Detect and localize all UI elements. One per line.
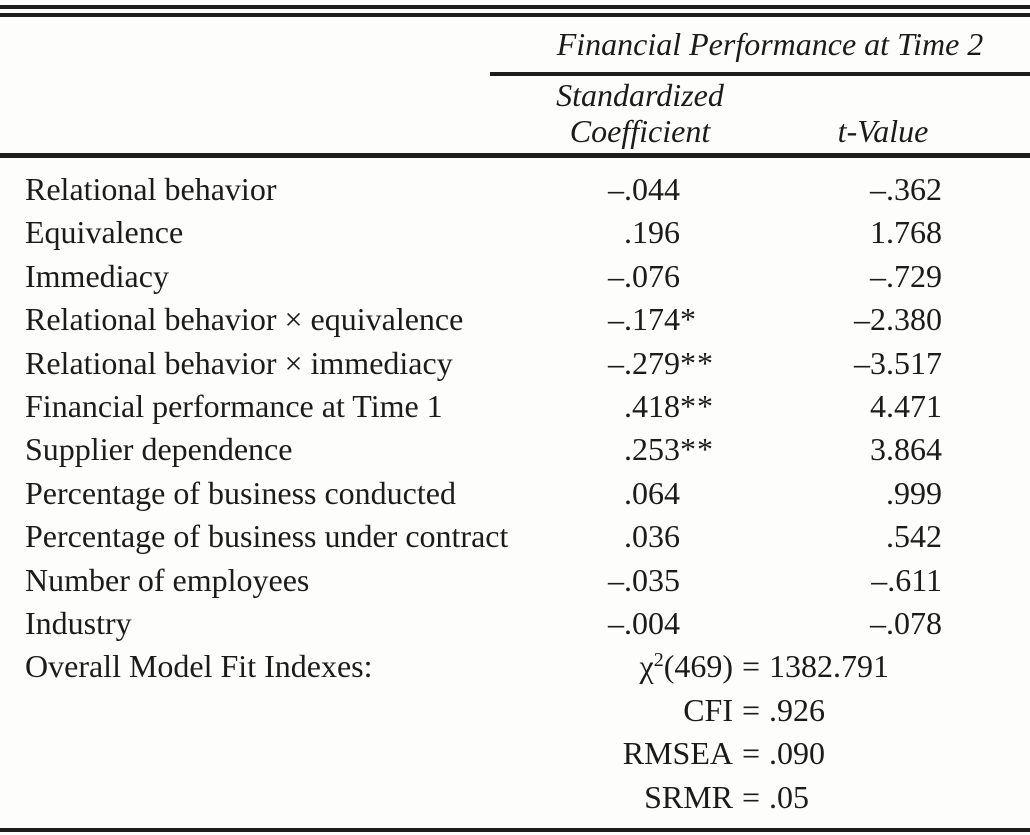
chi-square-lhs: χ2(469) bbox=[0, 645, 733, 689]
row-label: Percentage of business under contract bbox=[25, 518, 509, 555]
top-rule-inner bbox=[0, 13, 1030, 17]
rmsea-equation: RMSEA = .090 bbox=[0, 732, 1030, 776]
coefficient-value: –.279 bbox=[608, 344, 680, 381]
fit-row-chi-square: Overall Model Fit Indexes: χ2(469) = 138… bbox=[0, 645, 1030, 689]
equals-sign: = bbox=[741, 648, 761, 685]
equals-sign: = bbox=[741, 779, 761, 816]
coefficient-value: .418 bbox=[624, 387, 680, 424]
fit-row-rmsea: RMSEA = .090 bbox=[0, 732, 1030, 776]
table-row: Equivalence .196 1.768 bbox=[0, 211, 1030, 254]
significance-marker: * bbox=[680, 301, 697, 338]
coefficient-value: –.076 bbox=[608, 257, 680, 294]
significance-marker bbox=[680, 559, 714, 602]
row-label: Percentage of business conducted bbox=[25, 474, 456, 511]
significance-marker bbox=[680, 255, 714, 298]
t-value: 4.471 bbox=[870, 387, 942, 424]
row-label: Relational behavior bbox=[25, 171, 277, 207]
column-header-line1: Standardized bbox=[556, 77, 724, 113]
table-row: Immediacy –.076 –.729 bbox=[0, 255, 1030, 298]
row-label: Number of employees bbox=[25, 561, 310, 598]
srmr-equation: SRMR = .05 bbox=[0, 776, 1030, 820]
model-fit-section: Overall Model Fit Indexes: χ2(469) = 138… bbox=[0, 645, 1030, 819]
rmsea-value: .090 bbox=[769, 735, 825, 772]
table-row: Percentage of business under contract .0… bbox=[0, 515, 1030, 558]
chi-superscript: 2 bbox=[653, 649, 664, 672]
t-value: –.078 bbox=[870, 604, 942, 641]
row-label: Relational behavior × immediacy bbox=[25, 344, 453, 381]
significance-marker bbox=[680, 168, 714, 211]
t-value: .542 bbox=[886, 518, 942, 555]
coefficient-value: –.035 bbox=[608, 561, 680, 598]
column-header-standardized-coefficient: Standardized Coefficient bbox=[540, 77, 740, 149]
row-label: Industry bbox=[25, 604, 132, 641]
coefficient-value: .064 bbox=[624, 474, 680, 511]
coefficient-value: –.044 bbox=[608, 171, 680, 207]
t-value: –.611 bbox=[871, 561, 942, 598]
t-value: .999 bbox=[886, 474, 942, 511]
row-label: Immediacy bbox=[25, 257, 169, 294]
srmr-label: SRMR bbox=[644, 779, 733, 816]
bottom-rule bbox=[0, 827, 1030, 832]
significance-marker bbox=[680, 602, 714, 645]
column-header-row: Standardized Coefficient t-Value bbox=[0, 76, 1030, 153]
significance-marker bbox=[680, 515, 714, 558]
table-row: Supplier dependence .253 ** 3.864 bbox=[0, 428, 1030, 471]
significance-marker bbox=[680, 472, 714, 515]
fit-row-cfi: CFI = .926 bbox=[0, 689, 1030, 733]
chi-square-value: 1382.791 bbox=[769, 648, 889, 685]
column-spanner: Financial Performance at Time 2 bbox=[490, 17, 1030, 72]
table-row: Financial performance at Time 1 .418 ** … bbox=[0, 385, 1030, 428]
column-header-line2: Coefficient bbox=[569, 113, 711, 149]
table-row: Relational behavior –.044 –.362 bbox=[0, 168, 1030, 211]
t-value: –2.380 bbox=[854, 301, 942, 338]
table-row: Number of employees –.035 –.611 bbox=[0, 559, 1030, 602]
chi-symbol: χ bbox=[639, 648, 654, 685]
chi-df: (469) bbox=[663, 648, 733, 685]
top-rule-outer bbox=[0, 5, 1030, 9]
table-row: Relational behavior × equivalence –.174 … bbox=[0, 298, 1030, 341]
row-label: Financial performance at Time 1 bbox=[25, 387, 443, 424]
header-rule bbox=[0, 153, 1030, 158]
fit-row-srmr: SRMR = .05 bbox=[0, 776, 1030, 820]
table-row: Industry –.004 –.078 bbox=[0, 602, 1030, 645]
significance-marker: ** bbox=[680, 387, 714, 424]
coefficient-value: .036 bbox=[624, 518, 680, 555]
equals-sign: = bbox=[741, 691, 761, 728]
coefficient-value: –.174 bbox=[608, 301, 680, 338]
row-label: Supplier dependence bbox=[25, 431, 293, 468]
coefficient-value: –.004 bbox=[608, 604, 680, 641]
significance-marker bbox=[680, 211, 714, 254]
column-header-t-value: t-Value bbox=[837, 113, 929, 149]
equals-sign: = bbox=[741, 735, 761, 772]
srmr-value: .05 bbox=[769, 779, 809, 816]
coefficient-value: .196 bbox=[624, 214, 680, 251]
significance-marker: ** bbox=[680, 344, 714, 381]
t-value: 1.768 bbox=[870, 214, 942, 251]
cfi-equation: CFI = .926 bbox=[0, 689, 1030, 733]
cfi-label: CFI bbox=[683, 691, 733, 728]
cfi-value: .926 bbox=[769, 691, 825, 728]
rmsea-label: RMSEA bbox=[622, 735, 733, 772]
table-row: Relational behavior × immediacy –.279 **… bbox=[0, 342, 1030, 385]
table-row: Percentage of business conducted .064 .9… bbox=[0, 472, 1030, 515]
t-value: 3.864 bbox=[870, 431, 942, 468]
spanner-rule bbox=[490, 72, 1030, 76]
table-body: Relational behavior –.044 –.362 Equivale… bbox=[0, 158, 1030, 645]
row-label: Equivalence bbox=[25, 214, 184, 251]
significance-marker: ** bbox=[680, 431, 714, 468]
t-value: –.729 bbox=[870, 257, 942, 294]
row-label: Relational behavior × equivalence bbox=[25, 301, 464, 338]
chi-square-equation: χ2(469) = 1382.791 bbox=[0, 645, 1030, 689]
spanner-title: Financial Performance at Time 2 bbox=[556, 26, 984, 62]
t-value: –.362 bbox=[870, 171, 942, 207]
fit-section-label: Overall Model Fit Indexes: bbox=[25, 648, 373, 685]
coefficient-value: .253 bbox=[624, 431, 680, 468]
t-value: –3.517 bbox=[854, 344, 942, 381]
